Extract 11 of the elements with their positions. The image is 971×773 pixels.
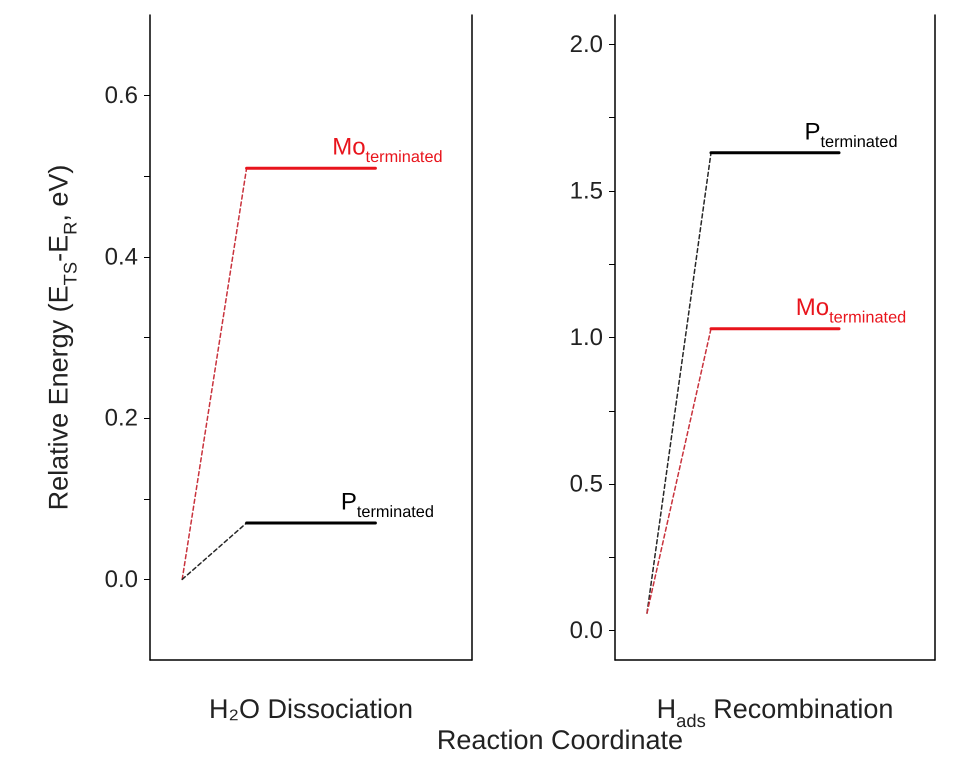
y-tick-label: 0.4 (104, 243, 138, 270)
y-tick-label: 2.0 (570, 30, 603, 58)
y-tick-label: 1.5 (570, 177, 603, 204)
y-tick-label: 1.0 (570, 324, 603, 351)
y-tick-label: 0.6 (104, 82, 138, 110)
y-tick-label: 0.0 (104, 566, 138, 593)
y-tick-label: 0.0 (570, 617, 603, 644)
x-axis-title: H₂O Dissociation (208, 694, 414, 724)
y-tick-label: 0.5 (570, 470, 603, 498)
y-tick-label: 0.2 (104, 404, 138, 432)
y-axis-title: Relative Energy (ETS-ER, eV) (44, 164, 80, 510)
